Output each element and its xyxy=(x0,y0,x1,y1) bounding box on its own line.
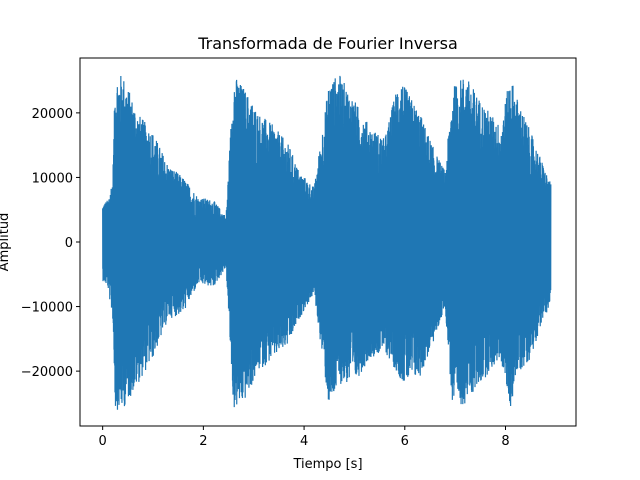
y-tick-label: 0 xyxy=(65,236,73,251)
plot-area xyxy=(102,75,552,410)
signal-line xyxy=(102,75,552,410)
x-tick-label: 2 xyxy=(199,434,207,449)
y-axis-label: Amplitud xyxy=(0,213,12,272)
x-axis: 0 2 4 6 8 xyxy=(99,426,510,449)
axes-frame xyxy=(79,57,577,427)
y-tick-label: 10000 xyxy=(32,171,73,186)
y-tick-label: −20000 xyxy=(21,365,73,380)
y-tick-label: −10000 xyxy=(21,301,73,316)
x-axis-label: Tiempo [s] xyxy=(292,457,362,472)
x-tick-label: 0 xyxy=(99,434,107,449)
y-axis: −20000 −10000 0 10000 20000 xyxy=(21,107,80,380)
y-tick-label: 20000 xyxy=(32,107,73,122)
x-tick-label: 6 xyxy=(401,434,409,449)
x-tick-label: 4 xyxy=(300,434,308,449)
chart-title: Transformada de Fourier Inversa xyxy=(197,34,458,53)
x-tick-label: 8 xyxy=(501,434,509,449)
